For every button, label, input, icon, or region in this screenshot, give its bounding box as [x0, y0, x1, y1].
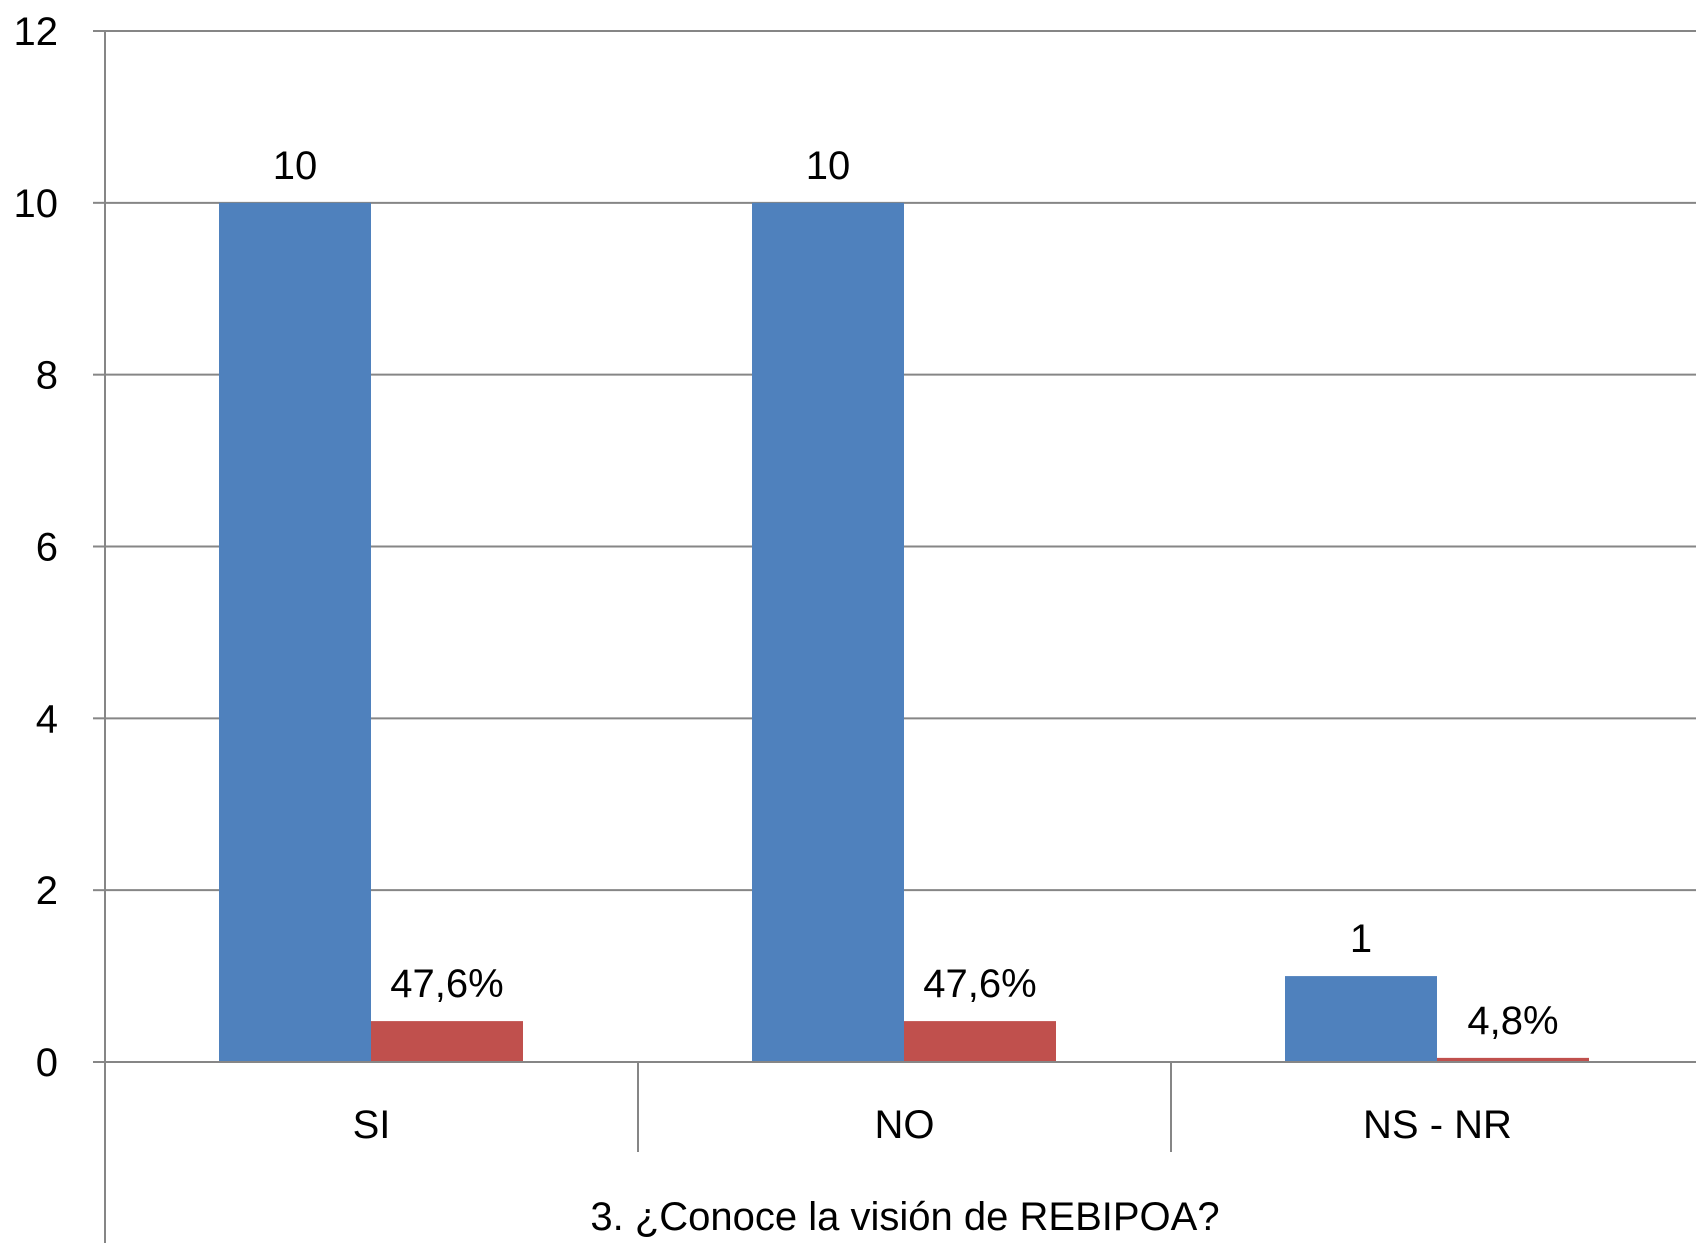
- category-label: NS - NR: [1363, 1103, 1512, 1147]
- data-label: 47,6%: [923, 962, 1036, 1006]
- bars: [219, 202, 1589, 1063]
- data-labels: 10 47,6% 10 47,6% 1 4,8%: [273, 144, 1559, 1043]
- bar-series-2: [904, 1021, 1056, 1062]
- axes: [93, 30, 1696, 1243]
- data-label: 47,6%: [390, 962, 503, 1006]
- y-tick-label: 12: [14, 10, 59, 54]
- bar-series-1: [219, 202, 371, 1063]
- x-axis-group-label: 3. ¿Conoce la visión de REBIPOA?: [590, 1195, 1219, 1239]
- data-label: 10: [273, 144, 318, 188]
- y-tick-label: 0: [36, 1041, 58, 1085]
- y-tick-label: 2: [36, 869, 58, 913]
- data-label: 10: [806, 144, 851, 188]
- y-tick-label: 10: [14, 182, 59, 226]
- y-tick-label: 8: [36, 354, 58, 398]
- bar-series-2: [371, 1021, 523, 1062]
- bar-series-2: [1437, 1057, 1589, 1062]
- data-label: 4,8%: [1467, 999, 1558, 1043]
- bar-series-1: [1285, 976, 1437, 1062]
- category-label: NO: [875, 1103, 935, 1147]
- category-labels: SI NO NS - NR: [353, 1103, 1512, 1147]
- category-label: SI: [353, 1103, 391, 1147]
- y-tick-label: 4: [36, 697, 58, 741]
- bar-series-1: [752, 202, 904, 1063]
- y-tick-labels: 0 2 4 6 8 10 12: [14, 10, 59, 1085]
- y-tick-label: 6: [36, 526, 58, 570]
- data-label: 1: [1350, 917, 1372, 961]
